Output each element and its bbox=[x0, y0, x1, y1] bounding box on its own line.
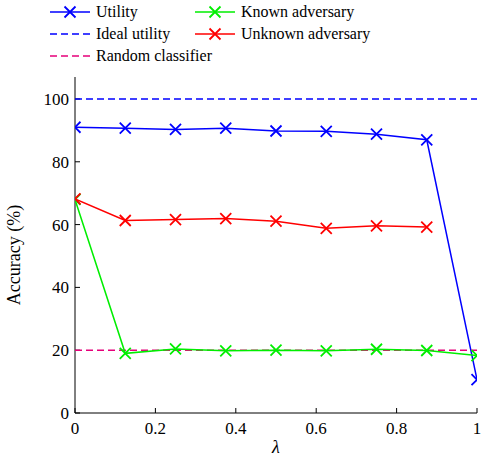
data-point bbox=[271, 345, 282, 356]
x-tick bbox=[75, 408, 76, 413]
legend-label: Ideal utility bbox=[96, 25, 170, 43]
y-tick bbox=[75, 224, 80, 225]
y-tick-label: 80 bbox=[52, 153, 69, 172]
series-line bbox=[75, 199, 477, 355]
x-tick-label: 1 bbox=[473, 419, 482, 438]
x-tick bbox=[155, 408, 156, 413]
data-point bbox=[321, 223, 332, 234]
legend-marker bbox=[210, 7, 221, 18]
data-point bbox=[371, 129, 382, 140]
y-tick bbox=[75, 413, 80, 414]
data-point bbox=[421, 134, 432, 145]
x-tick-label: 0 bbox=[71, 419, 80, 438]
data-point bbox=[75, 193, 81, 204]
data-point bbox=[371, 220, 382, 231]
x-tick bbox=[477, 408, 478, 413]
data-point bbox=[220, 213, 231, 224]
data-point bbox=[421, 222, 432, 233]
series-line bbox=[75, 127, 477, 379]
x-tick bbox=[316, 408, 317, 413]
data-point bbox=[120, 215, 131, 226]
data-point bbox=[120, 123, 131, 134]
data-point bbox=[321, 345, 332, 356]
x-tick-label: 0.4 bbox=[225, 419, 247, 438]
series-line bbox=[75, 98, 477, 100]
data-point bbox=[472, 350, 478, 361]
data-point bbox=[421, 345, 432, 356]
x-tick-label: 0.6 bbox=[306, 419, 327, 438]
legend: Utility Ideal utility Random classifier Kno… bbox=[50, 3, 370, 64]
legend-swatch bbox=[50, 55, 90, 57]
legend-swatch bbox=[50, 33, 90, 35]
data-point bbox=[170, 214, 181, 225]
chart: 0 20 40 60 80 100 0 0.2 0.4 0.6 0.8 1 λ Accuracy (%) U… bbox=[0, 0, 484, 462]
x-axis-label: λ bbox=[271, 437, 280, 457]
legend-label: Known adversary bbox=[241, 3, 354, 21]
legend-label: Unknown adversary bbox=[241, 25, 370, 43]
x-tick bbox=[396, 408, 397, 413]
data-point bbox=[321, 126, 332, 137]
y-axis-label: Accuracy (%) bbox=[4, 205, 25, 305]
x-tick-label: 0.8 bbox=[386, 419, 407, 438]
y-tick-label: 40 bbox=[52, 278, 69, 297]
y-tick-label: 20 bbox=[52, 341, 69, 360]
data-point bbox=[120, 348, 131, 359]
x-axis bbox=[75, 413, 477, 414]
y-tick-label: 60 bbox=[52, 216, 69, 235]
legend-marker bbox=[65, 7, 76, 18]
x-tick bbox=[235, 408, 236, 413]
legend-marker bbox=[210, 29, 221, 40]
data-point bbox=[220, 123, 231, 134]
data-point bbox=[170, 343, 181, 354]
y-tick bbox=[75, 161, 80, 162]
plot-data bbox=[75, 99, 477, 385]
data-point bbox=[75, 122, 81, 133]
data-point bbox=[472, 374, 478, 385]
x-tick-label: 0.2 bbox=[145, 419, 166, 438]
data-point bbox=[170, 124, 181, 135]
y-tick-label: 100 bbox=[44, 90, 70, 109]
data-point bbox=[271, 126, 282, 137]
y-tick bbox=[75, 287, 80, 288]
data-point bbox=[220, 345, 231, 356]
data-point bbox=[271, 216, 282, 227]
data-point bbox=[371, 344, 382, 355]
y-tick-label: 0 bbox=[61, 404, 70, 423]
legend-label: Random classifier bbox=[96, 47, 213, 64]
legend-label: Utility bbox=[96, 3, 138, 21]
